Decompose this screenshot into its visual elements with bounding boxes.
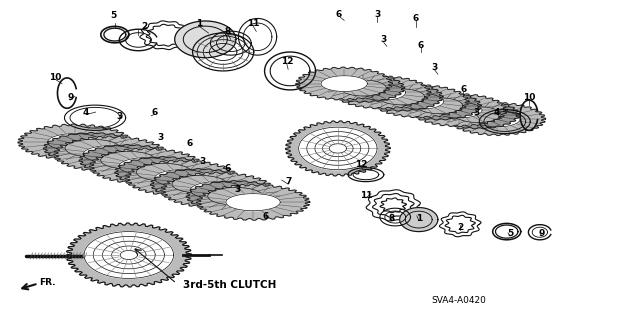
Polygon shape [360,83,443,111]
Polygon shape [323,140,353,157]
Polygon shape [65,139,120,157]
Polygon shape [307,131,369,165]
Text: 3rd-5th CLUTCH: 3rd-5th CLUTCH [183,280,276,290]
Text: 3: 3 [234,185,240,194]
Polygon shape [196,184,310,220]
Polygon shape [397,93,444,109]
Polygon shape [340,80,387,96]
Polygon shape [474,111,520,127]
Polygon shape [322,74,404,102]
Polygon shape [315,136,361,161]
Polygon shape [449,103,545,136]
Polygon shape [285,121,390,176]
Polygon shape [79,145,177,176]
Text: FR.: FR. [40,278,56,287]
Polygon shape [102,241,156,269]
Text: 11: 11 [360,191,372,200]
Text: 5: 5 [110,11,116,20]
Polygon shape [54,136,167,172]
Polygon shape [334,76,431,109]
Polygon shape [186,181,284,212]
Polygon shape [172,175,227,193]
Polygon shape [83,145,138,163]
Text: 6: 6 [262,212,269,221]
Polygon shape [100,152,156,169]
Text: 3: 3 [431,63,438,72]
Polygon shape [372,85,469,118]
Text: 2: 2 [457,223,463,232]
Polygon shape [359,85,406,100]
Polygon shape [175,21,236,58]
Text: 6: 6 [417,41,424,49]
Polygon shape [115,157,213,188]
Polygon shape [436,100,520,129]
Text: 9: 9 [539,229,545,238]
Text: 8: 8 [225,27,231,36]
Text: 7: 7 [285,177,291,186]
Polygon shape [398,92,481,120]
Text: 10: 10 [49,73,61,82]
Text: 12: 12 [280,57,293,66]
Text: 3: 3 [199,157,205,166]
Text: 9: 9 [67,93,74,102]
Text: 12: 12 [355,160,367,169]
Polygon shape [111,246,146,264]
Polygon shape [399,208,438,232]
Text: 8: 8 [388,213,394,222]
Polygon shape [44,133,141,164]
Text: 4: 4 [83,108,90,116]
Polygon shape [329,144,346,153]
Polygon shape [125,160,239,196]
Polygon shape [299,127,377,170]
Polygon shape [136,163,191,181]
Text: 2: 2 [141,22,148,31]
Polygon shape [379,89,424,105]
Polygon shape [93,236,164,274]
Text: 6: 6 [412,14,419,23]
Text: 10: 10 [523,93,535,102]
Polygon shape [90,148,203,184]
Text: 6: 6 [186,139,193,148]
Text: 3: 3 [473,108,479,116]
Polygon shape [18,124,131,160]
Polygon shape [208,188,263,205]
Polygon shape [47,134,102,151]
Text: 5: 5 [507,229,513,238]
Polygon shape [296,67,393,100]
Text: 1: 1 [196,19,202,28]
Polygon shape [410,94,508,127]
Text: SVA4-A0420: SVA4-A0420 [431,296,486,305]
Polygon shape [150,169,248,200]
Polygon shape [154,170,209,187]
Polygon shape [119,158,173,175]
Polygon shape [161,172,274,208]
Polygon shape [190,182,244,199]
Polygon shape [84,232,173,278]
Text: 6: 6 [225,165,231,174]
Polygon shape [120,250,138,259]
Text: 4: 4 [494,108,500,116]
Text: 3: 3 [381,35,387,44]
Polygon shape [226,194,280,211]
Polygon shape [417,98,463,114]
Text: 3: 3 [374,10,380,19]
Text: 3: 3 [157,133,164,142]
Polygon shape [455,107,501,122]
Text: 6: 6 [460,85,467,94]
Text: 6: 6 [151,108,157,116]
Polygon shape [436,102,482,118]
Text: 11: 11 [247,19,259,28]
Text: 1: 1 [415,213,422,222]
Polygon shape [321,76,367,92]
Text: 6: 6 [336,10,342,19]
Text: 3: 3 [116,112,122,121]
Polygon shape [67,223,191,287]
